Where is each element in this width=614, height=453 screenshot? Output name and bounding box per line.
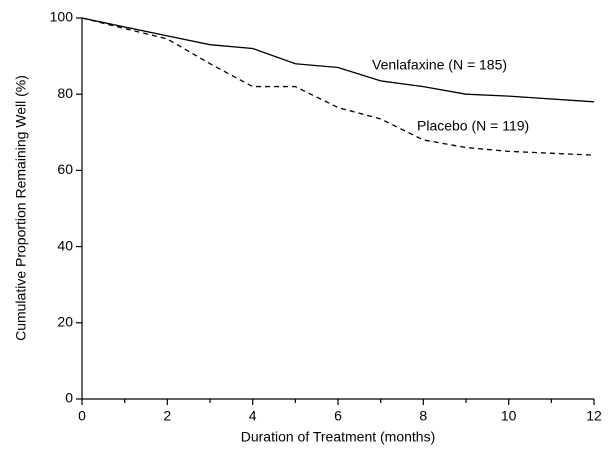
x-tick-label: 10 [501, 408, 517, 424]
x-tick-label: 8 [419, 408, 427, 424]
x-tick-label: 6 [334, 408, 342, 424]
series-label: Venlafaxine (N = 185) [372, 57, 507, 73]
y-tick-label: 80 [57, 85, 73, 101]
y-tick-label: 40 [57, 237, 73, 253]
y-tick-label: 60 [57, 161, 73, 177]
x-tick-label: 4 [249, 408, 257, 424]
series-line [81, 17, 595, 103]
x-axis-label: Duration of Treatment (months) [241, 429, 436, 445]
y-axis-label: Cumulative Proportion Remaining Well (%) [13, 75, 29, 341]
x-tick-label: 0 [78, 408, 86, 424]
y-tick-label: 20 [57, 314, 73, 330]
x-tick-label: 2 [163, 408, 171, 424]
series-line [81, 17, 595, 156]
y-tick-label: 0 [65, 390, 73, 406]
y-tick-label: 100 [50, 9, 74, 25]
series-label: Placebo (N = 119) [417, 118, 529, 134]
x-tick-label: 12 [586, 408, 602, 424]
